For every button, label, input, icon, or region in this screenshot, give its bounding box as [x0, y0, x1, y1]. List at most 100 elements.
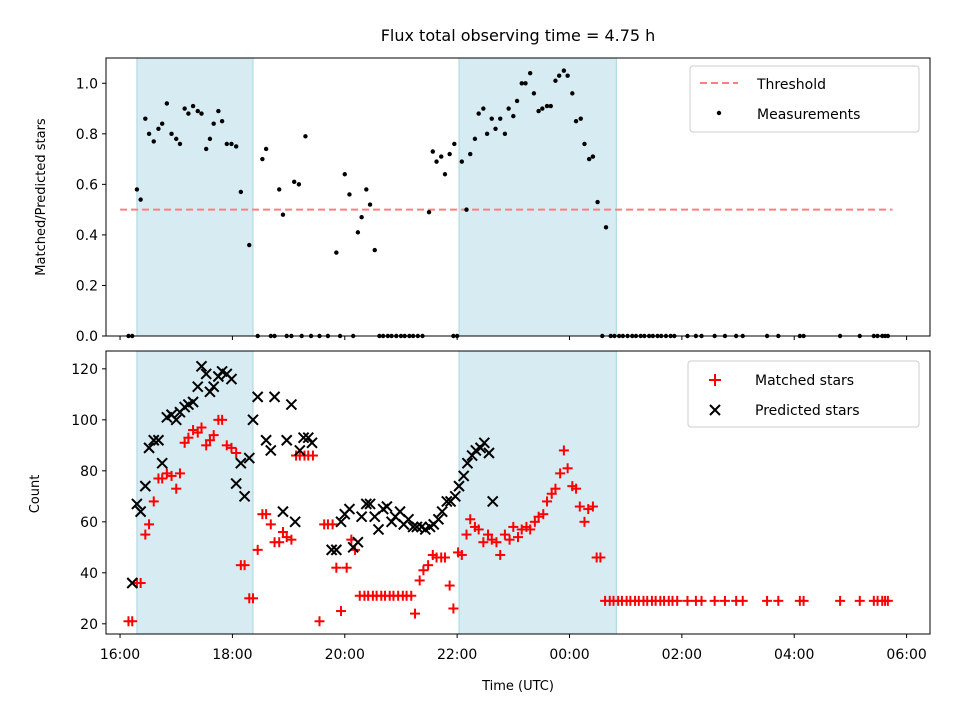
measurement-point	[578, 116, 583, 121]
predicted-point-b	[265, 444, 277, 457]
predicted-point-b	[432, 513, 445, 525]
x-tick-label: 00:00	[549, 647, 589, 663]
predicted-point-b	[143, 442, 155, 454]
matched-point	[314, 616, 325, 627]
measurement-point	[367, 202, 373, 207]
predicted-point	[483, 447, 495, 459]
measurement-point	[277, 187, 282, 192]
matched-point	[513, 532, 523, 543]
matched-point	[762, 595, 773, 606]
measurement-point	[177, 141, 183, 147]
measurement-point	[151, 139, 156, 144]
predicted-point-b	[407, 521, 419, 533]
matched-point	[144, 519, 155, 530]
matched-point	[183, 432, 194, 443]
predicted-point	[453, 480, 465, 492]
predicted-point	[251, 391, 264, 403]
predicted-point-b	[134, 505, 147, 518]
predicted-point-b	[294, 444, 306, 457]
y-tick-label: 0.0	[76, 329, 98, 345]
measurement-point	[506, 106, 511, 111]
matched-point	[555, 468, 566, 479]
top-y-axis-label: Matched/Predicted stars	[34, 118, 49, 276]
measurement-point	[143, 116, 148, 121]
measurement-point	[199, 111, 204, 116]
predicted-point	[247, 414, 259, 426]
matched-point	[773, 595, 784, 606]
predicted-point	[207, 380, 220, 393]
measurement-point	[553, 78, 558, 83]
predicted-point-b	[483, 447, 495, 459]
matched-point	[148, 496, 159, 507]
measurement-point	[280, 212, 286, 217]
matched-point	[166, 470, 177, 481]
measurement-point	[219, 118, 225, 124]
measurement-point	[182, 106, 187, 111]
matched-point	[696, 595, 707, 606]
matched-point	[595, 552, 606, 563]
predicted-point	[230, 477, 242, 490]
predicted-point-b	[478, 437, 490, 449]
predicted-point-b	[306, 437, 318, 449]
predicted-point-b	[330, 544, 343, 556]
bottom-plot-frame	[105, 350, 931, 635]
predicted-point	[187, 396, 199, 408]
matched-point	[414, 575, 425, 586]
measurement-point	[364, 187, 369, 192]
matched-point	[587, 501, 598, 512]
predicted-point	[225, 373, 238, 385]
x-axis-label: Time (UTC)	[481, 679, 554, 694]
matched-point	[174, 468, 185, 479]
matched-point	[127, 616, 138, 627]
predicted-point-b	[195, 360, 208, 373]
legend-predicted-label: Predicted stars	[755, 403, 860, 419]
matched-point	[204, 435, 215, 446]
matched-point	[286, 534, 297, 545]
predicted-point-b	[453, 480, 465, 492]
bottom-data-marks	[123, 360, 893, 627]
matched-point	[341, 562, 352, 573]
matched-point	[456, 549, 467, 560]
predicted-point	[297, 431, 310, 444]
measurement-point	[342, 172, 347, 177]
measurement-point	[159, 121, 165, 126]
matched-point	[336, 606, 347, 617]
measurement-point	[434, 159, 439, 164]
matched-point	[179, 437, 190, 448]
measurement-point	[292, 179, 297, 185]
top-panel-matched-ratio: Flux total observing time = 4.75 h Match…	[34, 26, 931, 345]
predicted-point	[235, 457, 247, 469]
predicted-point	[200, 368, 212, 380]
predicted-point-b	[289, 516, 301, 528]
matched-point	[499, 529, 510, 540]
predicted-point-b	[402, 513, 415, 525]
measurement-point	[561, 68, 567, 73]
matched-point	[140, 529, 151, 540]
measurement-point	[590, 154, 596, 159]
measurement-point	[203, 146, 209, 152]
measurement-point	[207, 136, 213, 142]
measurement-point	[216, 108, 221, 114]
predicted-point	[335, 516, 347, 528]
predicted-point-b	[352, 536, 364, 548]
measurement-point	[586, 156, 592, 162]
predicted-point	[432, 513, 445, 525]
measurement-point	[464, 207, 469, 212]
measurement-point	[514, 98, 520, 104]
predicted-point-b	[200, 368, 212, 380]
matched-point	[274, 537, 285, 548]
x-tick-label: 20:00	[325, 647, 365, 663]
predicted-point-b	[260, 434, 272, 446]
predicted-point-b	[216, 365, 228, 378]
predicted-point-b	[156, 457, 168, 469]
predicted-point	[131, 498, 143, 510]
matched-point	[574, 501, 585, 512]
matched-point	[495, 549, 506, 560]
top-ticks: 0.0 0.2 0.4 0.6 0.8 1.0	[76, 76, 908, 345]
predicted-point-b	[230, 477, 242, 490]
measurement-point	[565, 73, 570, 78]
legend-measurements-swatch	[716, 110, 722, 116]
top-legend-box	[689, 65, 920, 133]
x-tick-label: 16:00	[100, 647, 140, 663]
predicted-point-b	[131, 498, 143, 510]
